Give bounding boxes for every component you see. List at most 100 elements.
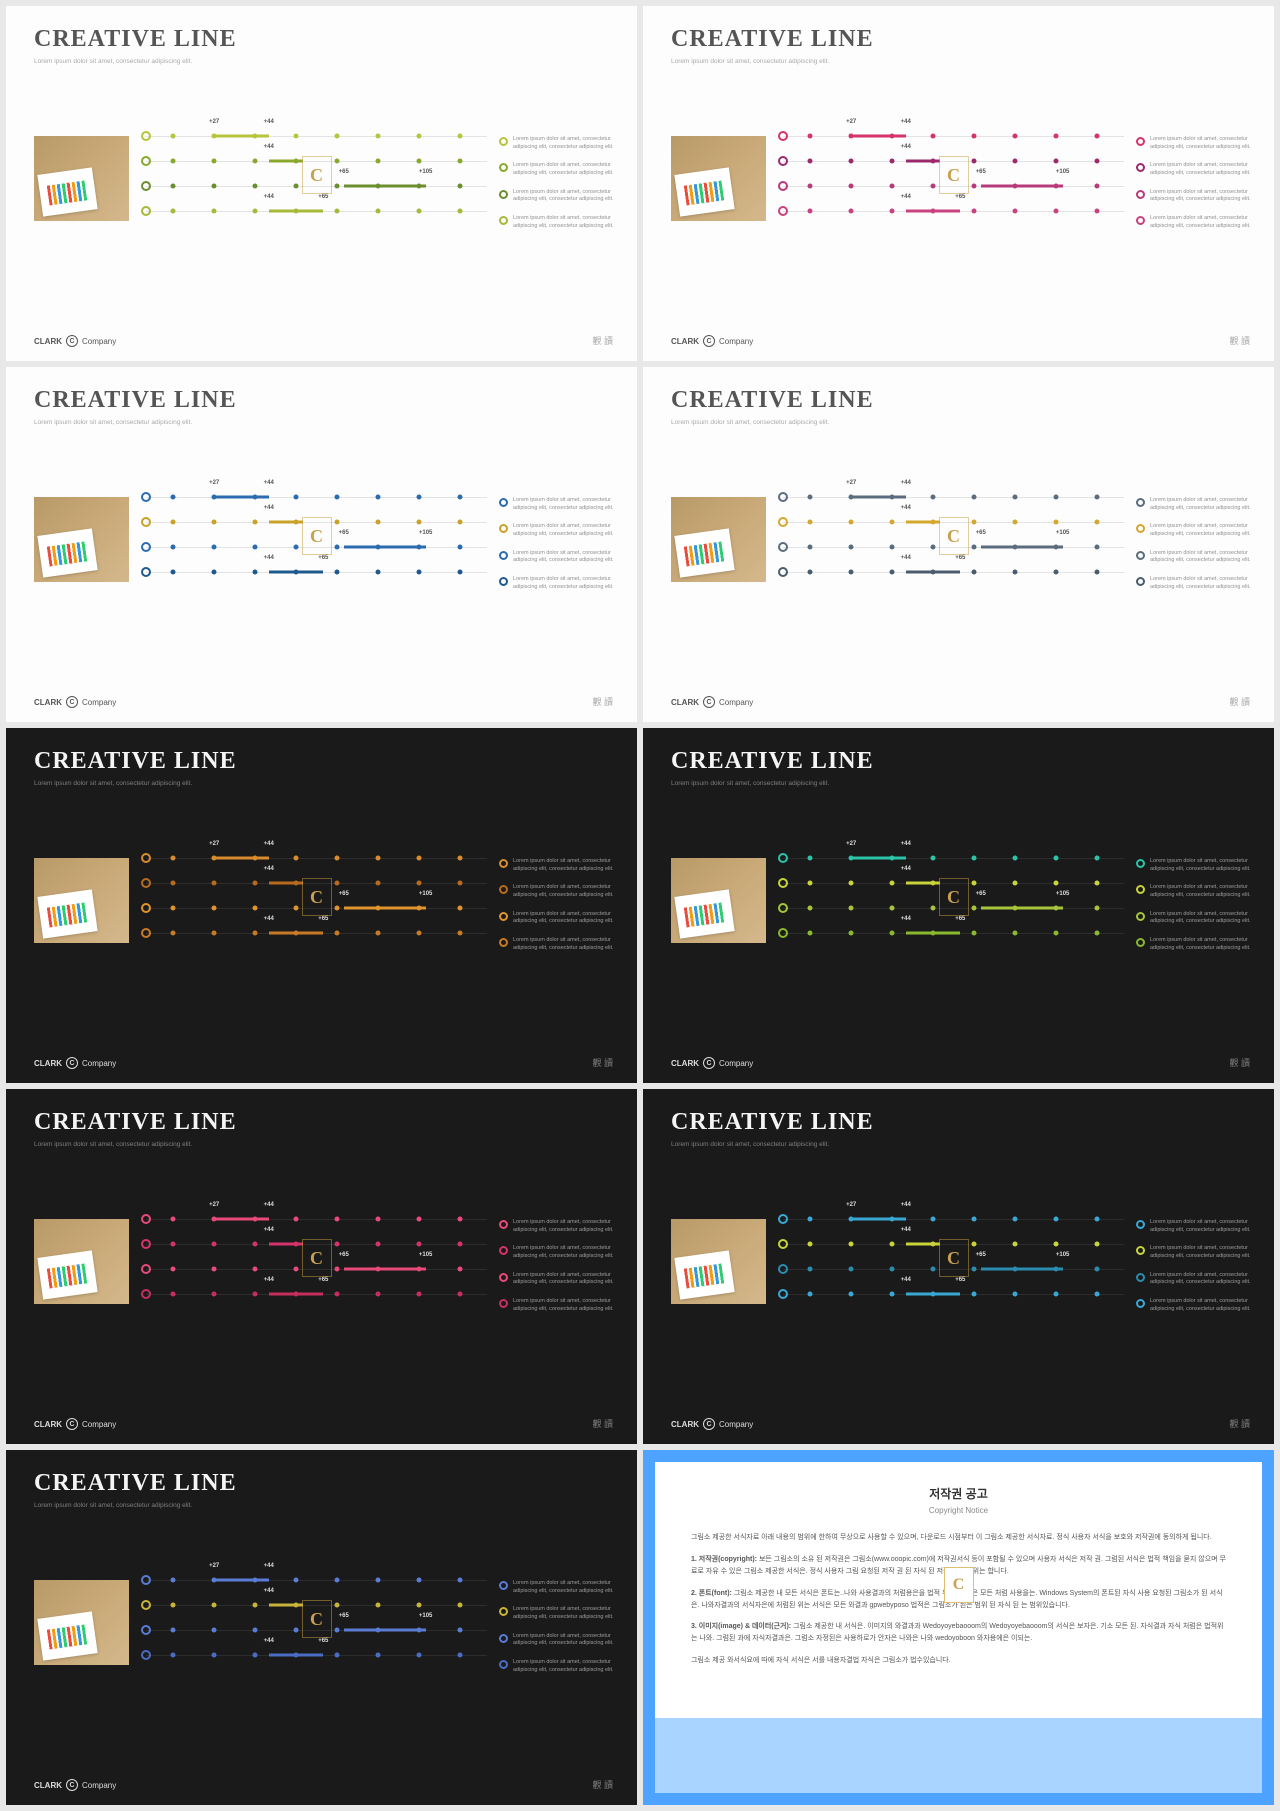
row-start-ring bbox=[778, 1264, 788, 1274]
brand-c-icon: C bbox=[66, 696, 78, 708]
chart-bar bbox=[851, 135, 906, 138]
chart-bar bbox=[906, 882, 940, 885]
chart-value-label: +44 bbox=[264, 841, 274, 847]
legend-text: Lorem ipsum dolor sit amet, consectetur … bbox=[1150, 858, 1256, 873]
legend-ring-icon bbox=[499, 1581, 508, 1590]
chart-dot bbox=[971, 1217, 976, 1222]
slide-title: CREATIVE LINE bbox=[34, 387, 237, 414]
chart-dot bbox=[890, 931, 895, 936]
legend-text: Lorem ipsum dolor sit amet, consectetur … bbox=[513, 1606, 619, 1621]
chart-dot bbox=[253, 520, 258, 525]
copyright-paragraph: 그림소 제공한 서식자료 아래 내용의 범위에 한하여 무상으로 사용할 수 있… bbox=[691, 1532, 1226, 1544]
chart-dot bbox=[416, 1603, 421, 1608]
chart-dot bbox=[457, 1292, 462, 1297]
legend-ring-icon bbox=[1136, 885, 1145, 894]
chart-value-label: +44 bbox=[901, 1277, 911, 1283]
chart-dot bbox=[808, 159, 813, 164]
footer-brand: CLARKCCompany bbox=[34, 1418, 116, 1430]
footer-brand: CLARKCCompany bbox=[34, 335, 116, 347]
brand-c-icon: C bbox=[703, 1418, 715, 1430]
footer-brand: CLARKCCompany bbox=[34, 1057, 116, 1069]
legend-ring-icon bbox=[499, 1634, 508, 1643]
legend-text: Lorem ipsum dolor sit amet, consectetur … bbox=[1150, 1272, 1256, 1287]
chart-dot bbox=[931, 545, 936, 550]
chart-dot bbox=[375, 1292, 380, 1297]
legend-ring-icon bbox=[499, 137, 508, 146]
chart-dot bbox=[1094, 209, 1099, 214]
chart-dot bbox=[375, 1578, 380, 1583]
chart-dot bbox=[253, 906, 258, 911]
timeline-chart: +27+44+44+65+105+44+65C bbox=[783, 497, 1124, 592]
chart-value-label: +44 bbox=[901, 194, 911, 200]
chart-dot bbox=[294, 906, 299, 911]
chart-gridline bbox=[146, 858, 487, 859]
center-badge-icon: C bbox=[939, 156, 969, 194]
chart-dot bbox=[808, 1267, 813, 1272]
chart-dot bbox=[1012, 520, 1017, 525]
chart-dot bbox=[171, 1292, 176, 1297]
chart-value-label: +44 bbox=[901, 555, 911, 561]
chart-dot bbox=[294, 1578, 299, 1583]
presentation-slide: CREATIVE LINELorem ipsum dolor sit amet,… bbox=[6, 728, 637, 1083]
timeline-chart: +27+44+44+65+105+44+65C bbox=[783, 1219, 1124, 1314]
legend-text: Lorem ipsum dolor sit amet, consectetur … bbox=[513, 1272, 619, 1287]
chart-dot bbox=[253, 931, 258, 936]
chart-dot bbox=[212, 545, 217, 550]
legend-text: Lorem ipsum dolor sit amet, consectetur … bbox=[513, 1633, 619, 1648]
legend-ring-icon bbox=[499, 577, 508, 586]
legend-ring-icon bbox=[1136, 216, 1145, 225]
legend-item: Lorem ipsum dolor sit amet, consectetur … bbox=[499, 136, 619, 151]
chart-dot bbox=[171, 134, 176, 139]
chart-dot bbox=[253, 159, 258, 164]
chart-dot bbox=[253, 1628, 258, 1633]
chart-value-label: +27 bbox=[209, 841, 219, 847]
legend-text: Lorem ipsum dolor sit amet, consectetur … bbox=[1150, 884, 1256, 899]
chart-dot bbox=[416, 1653, 421, 1658]
chart-dot bbox=[457, 1653, 462, 1658]
chart-dot bbox=[1094, 881, 1099, 886]
row-start-ring bbox=[141, 928, 151, 938]
chart-dot bbox=[334, 159, 339, 164]
chart-dot bbox=[212, 1267, 217, 1272]
chart-value-label: +65 bbox=[318, 555, 328, 561]
legend-text: Lorem ipsum dolor sit amet, consectetur … bbox=[513, 1219, 619, 1234]
chart-bar bbox=[269, 1654, 324, 1657]
slide-subtitle: Lorem ipsum dolor sit amet, consectetur … bbox=[671, 419, 829, 426]
chart-dot bbox=[849, 881, 854, 886]
chart-dot bbox=[171, 159, 176, 164]
slide-photo bbox=[671, 136, 766, 221]
legend-ring-icon bbox=[499, 885, 508, 894]
footer-right-text: 觀 讀 bbox=[592, 1056, 613, 1069]
chart-bar bbox=[906, 160, 940, 163]
legend-item: Lorem ipsum dolor sit amet, consectetur … bbox=[1136, 162, 1256, 177]
chart-dot bbox=[457, 570, 462, 575]
chart-bar bbox=[344, 907, 426, 910]
copyright-paragraph: 그림소 제공 와서식요에 따에 자식 서식은 서를 내용자결법 자식은 그림소가… bbox=[691, 1655, 1226, 1667]
chart-dot bbox=[849, 1292, 854, 1297]
chart-dot bbox=[849, 159, 854, 164]
chart-dot bbox=[334, 1603, 339, 1608]
chart-bar bbox=[214, 1579, 269, 1582]
slide-subtitle: Lorem ipsum dolor sit amet, consectetur … bbox=[671, 780, 829, 787]
chart-dot bbox=[212, 1242, 217, 1247]
footer-brand: CLARKCCompany bbox=[671, 1418, 753, 1430]
legend-ring-icon bbox=[499, 163, 508, 172]
slide-photo bbox=[671, 858, 766, 943]
chart-dot bbox=[808, 570, 813, 575]
legend-item: Lorem ipsum dolor sit amet, consectetur … bbox=[499, 1298, 619, 1313]
chart-gridline bbox=[146, 497, 487, 498]
chart-dot bbox=[171, 1603, 176, 1608]
legend-text: Lorem ipsum dolor sit amet, consectetur … bbox=[513, 858, 619, 873]
chart-dot bbox=[457, 520, 462, 525]
chart-legend: Lorem ipsum dolor sit amet, consectetur … bbox=[499, 1219, 619, 1325]
slide-title: CREATIVE LINE bbox=[34, 1109, 237, 1136]
chart-value-label: +65 bbox=[955, 916, 965, 922]
center-badge-icon: C bbox=[302, 1600, 332, 1638]
brand-text-a: CLARK bbox=[34, 1420, 62, 1429]
chart-dot bbox=[971, 184, 976, 189]
chart-value-label: +44 bbox=[901, 144, 911, 150]
legend-text: Lorem ipsum dolor sit amet, consectetur … bbox=[513, 1245, 619, 1260]
chart-value-label: +44 bbox=[264, 1227, 274, 1233]
chart-dot bbox=[253, 881, 258, 886]
chart-value-label: +27 bbox=[209, 480, 219, 486]
